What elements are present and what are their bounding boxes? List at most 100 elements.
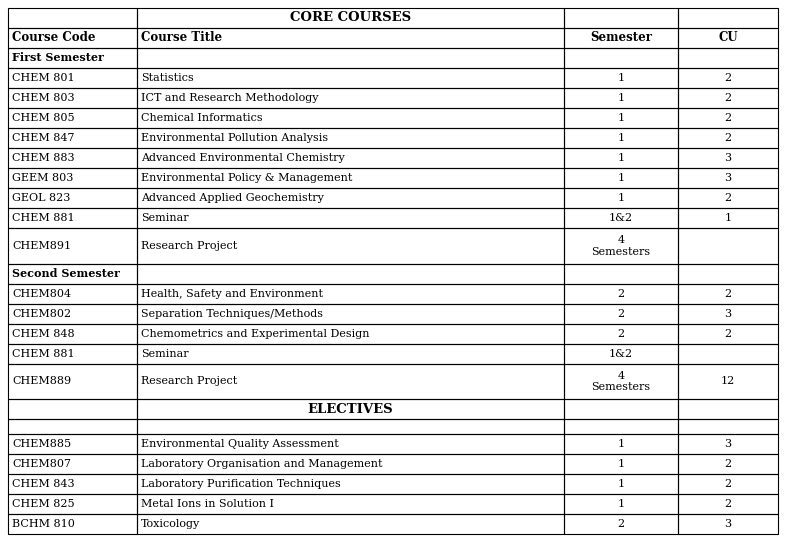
Bar	[138, 434, 564, 454]
Text: Chemometrics and Experimental Design: Chemometrics and Experimental Design	[141, 328, 370, 339]
Text: 1: 1	[617, 153, 625, 163]
Text: CHEM 883: CHEM 883	[12, 153, 75, 163]
Text: 2: 2	[725, 73, 732, 83]
Text: CORE COURSES: CORE COURSES	[290, 11, 411, 24]
Bar	[138, 168, 564, 188]
Text: 2: 2	[617, 328, 625, 339]
Bar	[8, 228, 138, 263]
Text: CHEM 803: CHEM 803	[12, 93, 75, 103]
Bar	[564, 208, 678, 228]
Text: CHEM 805: CHEM 805	[12, 113, 75, 123]
Bar	[678, 8, 778, 28]
Text: CU: CU	[718, 31, 738, 44]
Bar	[8, 434, 138, 454]
Bar	[8, 188, 138, 208]
Text: Statistics: Statistics	[141, 73, 194, 83]
Bar	[564, 399, 678, 420]
Text: 1&2: 1&2	[609, 213, 633, 223]
Text: CHEM 843: CHEM 843	[12, 479, 75, 489]
Bar	[8, 454, 138, 474]
Bar	[138, 514, 564, 534]
Bar	[678, 344, 778, 364]
Bar	[678, 88, 778, 108]
Bar	[138, 148, 564, 168]
Bar	[8, 28, 138, 48]
Bar	[678, 304, 778, 324]
Bar	[678, 108, 778, 128]
Bar	[8, 494, 138, 514]
Text: Metal Ions in Solution I: Metal Ions in Solution I	[141, 499, 274, 509]
Text: ELECTIVES: ELECTIVES	[308, 403, 394, 416]
Bar	[564, 514, 678, 534]
Bar	[8, 148, 138, 168]
Bar	[564, 148, 678, 168]
Text: 3: 3	[725, 439, 732, 449]
Text: CHEM 847: CHEM 847	[12, 133, 75, 143]
Text: 3: 3	[725, 173, 732, 183]
Bar	[564, 344, 678, 364]
Bar	[8, 8, 138, 28]
Text: Environmental Pollution Analysis: Environmental Pollution Analysis	[141, 133, 329, 143]
Bar	[138, 28, 564, 48]
Text: 12: 12	[721, 377, 735, 386]
Bar	[8, 420, 138, 434]
Text: 2: 2	[725, 93, 732, 103]
Bar	[138, 304, 564, 324]
Bar	[678, 263, 778, 283]
Bar	[138, 454, 564, 474]
Text: GEOL 823: GEOL 823	[12, 193, 71, 203]
Text: CHEM802: CHEM802	[12, 308, 71, 319]
Text: ICT and Research Methodology: ICT and Research Methodology	[141, 93, 319, 103]
Bar	[564, 364, 678, 399]
Bar	[678, 364, 778, 399]
Text: Second Semester: Second Semester	[12, 268, 120, 279]
Text: 2: 2	[725, 113, 732, 123]
Bar	[678, 148, 778, 168]
Text: Advanced Applied Geochemistry: Advanced Applied Geochemistry	[141, 193, 325, 203]
Text: Laboratory Organisation and Management: Laboratory Organisation and Management	[141, 459, 383, 469]
Text: 3: 3	[725, 153, 732, 163]
Bar	[564, 324, 678, 344]
Text: Seminar: Seminar	[141, 213, 189, 223]
Bar	[8, 324, 138, 344]
Text: Course Title: Course Title	[141, 31, 222, 44]
Bar	[8, 88, 138, 108]
Bar	[564, 454, 678, 474]
Bar	[8, 364, 138, 399]
Text: Research Project: Research Project	[141, 241, 237, 251]
Text: 1: 1	[617, 479, 625, 489]
Bar	[138, 474, 564, 494]
Bar	[138, 188, 564, 208]
Text: CHEM889: CHEM889	[12, 377, 71, 386]
Bar	[138, 68, 564, 88]
Bar	[678, 188, 778, 208]
Bar	[678, 494, 778, 514]
Bar	[564, 88, 678, 108]
Bar	[8, 474, 138, 494]
Bar	[8, 344, 138, 364]
Bar	[564, 128, 678, 148]
Text: 2: 2	[725, 133, 732, 143]
Bar	[678, 208, 778, 228]
Bar	[678, 48, 778, 68]
Text: 4
Semesters: 4 Semesters	[591, 235, 651, 256]
Text: CHEM 848: CHEM 848	[12, 328, 75, 339]
Bar	[564, 48, 678, 68]
Text: CHEM 881: CHEM 881	[12, 213, 75, 223]
Text: 1: 1	[617, 499, 625, 509]
Text: 1&2: 1&2	[609, 349, 633, 359]
Bar	[138, 283, 564, 304]
Bar	[138, 494, 564, 514]
Bar	[138, 88, 564, 108]
Text: 2: 2	[617, 308, 625, 319]
Text: 2: 2	[725, 289, 732, 299]
Bar	[138, 344, 564, 364]
Bar	[678, 420, 778, 434]
Text: CHEM 881: CHEM 881	[12, 349, 75, 359]
Bar	[564, 263, 678, 283]
Text: 3: 3	[725, 519, 732, 529]
Bar	[564, 8, 678, 28]
Bar	[678, 324, 778, 344]
Text: BCHM 810: BCHM 810	[12, 519, 75, 529]
Bar	[8, 263, 138, 283]
